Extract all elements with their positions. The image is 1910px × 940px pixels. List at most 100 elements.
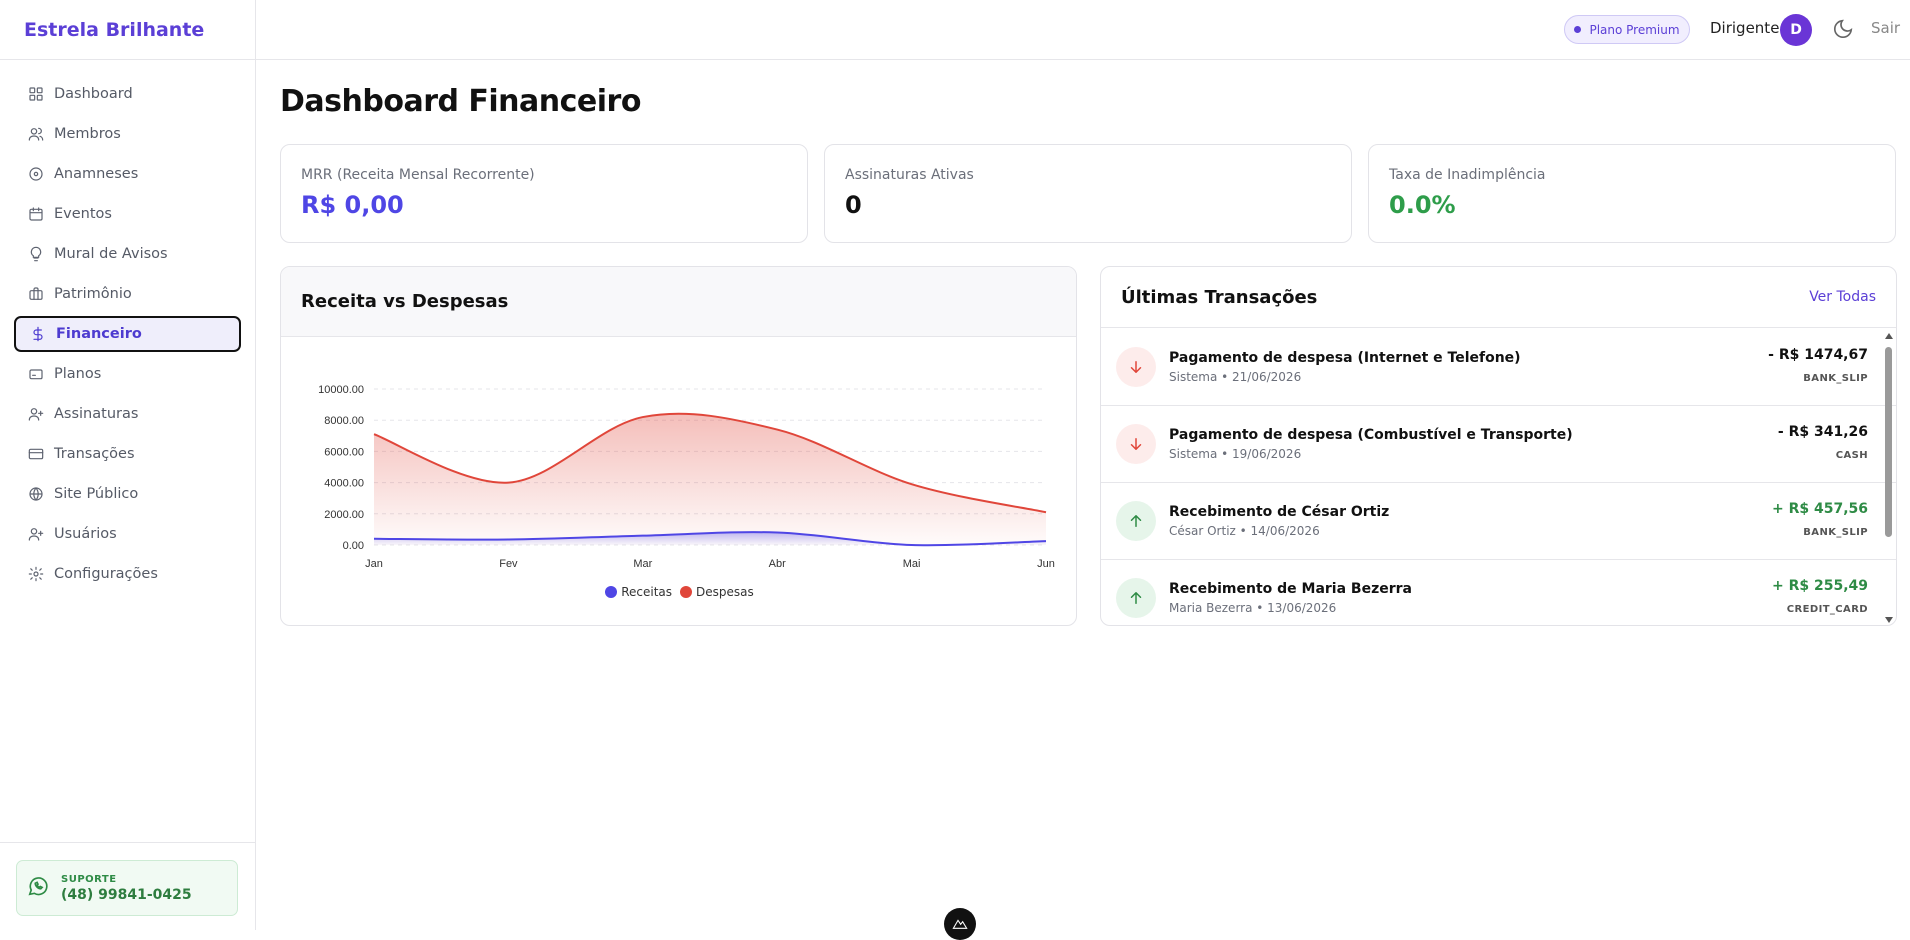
sidebar-item-financeiro[interactable]: Financeiro bbox=[14, 316, 241, 352]
lightbulb-icon bbox=[28, 246, 44, 262]
sidebar-nav: Dashboard Membros Anamneses Eventos Mura… bbox=[0, 60, 255, 592]
view-all-link[interactable]: Ver Todas bbox=[1809, 289, 1876, 305]
theme-toggle-button[interactable] bbox=[1832, 18, 1856, 42]
credit-card-icon bbox=[28, 446, 44, 462]
legend-swatch bbox=[605, 586, 618, 598]
dollar-icon bbox=[30, 326, 46, 342]
transaction-amount: - R$ 1474,67 bbox=[1768, 347, 1868, 363]
transaction-row[interactable]: Recebimento de César Ortiz César Ortiz • … bbox=[1101, 483, 1896, 560]
kpi-label: MRR (Receita Mensal Recorrente) bbox=[301, 167, 535, 183]
sidebar-item-eventos[interactable]: Eventos bbox=[14, 196, 241, 232]
x-tick-label: Jan bbox=[365, 558, 383, 570]
sidebar-item-patrimonio[interactable]: Patrimônio bbox=[14, 276, 241, 312]
legend-item[interactable]: Despesas bbox=[680, 585, 754, 599]
page-title: Dashboard Financeiro bbox=[280, 84, 641, 119]
scroll-thumb[interactable] bbox=[1885, 347, 1892, 537]
area-despesas bbox=[374, 413, 1046, 545]
sidebar-item-mural[interactable]: Mural de Avisos bbox=[14, 236, 241, 272]
sidebar-item-usuarios[interactable]: Usuários bbox=[14, 516, 241, 552]
chart: 10000.00 8000.00 6000.00 4000.00 2000.00 0.00… bbox=[281, 337, 1076, 625]
sidebar-item-membros[interactable]: Membros bbox=[14, 116, 241, 152]
sidebar: Estrela Brilhante Dashboard Membros Anam… bbox=[0, 0, 256, 930]
support-contact[interactable]: SUPORTE (48) 99841-0425 bbox=[16, 860, 238, 916]
arrow-down-icon bbox=[1116, 347, 1156, 387]
x-tick-label: Jun bbox=[1037, 558, 1055, 570]
sidebar-item-label: Eventos bbox=[54, 206, 112, 222]
globe-icon bbox=[28, 486, 44, 502]
mountain-icon bbox=[952, 915, 968, 934]
series-line-despesas bbox=[373, 412, 1047, 514]
legend-label: Receitas bbox=[621, 585, 673, 599]
sidebar-item-anamneses[interactable]: Anamneses bbox=[14, 156, 241, 192]
transaction-amount: - R$ 341,26 bbox=[1777, 424, 1868, 440]
chart-svg: 10000.00 8000.00 6000.00 4000.00 2000.00 0.00… bbox=[318, 384, 1055, 570]
transaction-method: BANK_SLIP bbox=[1803, 527, 1868, 538]
logout-button[interactable]: Sair bbox=[1871, 19, 1901, 37]
sidebar-item-label: Dashboard bbox=[54, 86, 133, 102]
transaction-meta: Maria Bezerra • 13/06/2026 bbox=[1169, 601, 1337, 615]
sidebar-item-label: Transações bbox=[54, 446, 135, 462]
area-receitas bbox=[374, 532, 1046, 546]
dev-tools-button[interactable] bbox=[944, 908, 976, 940]
scroll-up-icon[interactable] bbox=[1885, 333, 1893, 339]
sidebar-item-assinaturas[interactable]: Assinaturas bbox=[14, 396, 241, 432]
sidebar-item-planos[interactable]: Planos bbox=[14, 356, 241, 392]
transaction-description: Recebimento de Maria Bezerra bbox=[1169, 581, 1412, 597]
transaction-method: CREDIT_CARD bbox=[1786, 604, 1868, 615]
whatsapp-icon bbox=[27, 875, 49, 901]
scroll-down-icon[interactable] bbox=[1885, 617, 1893, 623]
sidebar-item-label: Anamneses bbox=[54, 166, 139, 182]
y-tick-label: 0.00 bbox=[343, 540, 364, 552]
topbar: Plano Premium Dirigente D Sair bbox=[256, 0, 1910, 60]
chart-legend: Receitas Despesas bbox=[281, 585, 1076, 601]
transactions-panel: Últimas Transações Ver Todas Pagamento d… bbox=[1100, 266, 1897, 626]
kpi-value: 0.0% bbox=[1389, 191, 1456, 219]
chart-panel: Receita vs Despesas 10000.00 8000.00 6000.… bbox=[280, 266, 1077, 626]
user-role: Dirigente bbox=[1710, 19, 1780, 37]
sidebar-item-transacoes[interactable]: Transações bbox=[14, 436, 241, 472]
transaction-meta: Sistema • 21/06/2026 bbox=[1169, 370, 1302, 384]
x-tick-label: Fev bbox=[499, 558, 518, 570]
sidebar-item-label: Site Público bbox=[54, 486, 139, 502]
transaction-meta: Sistema • 19/06/2026 bbox=[1169, 447, 1302, 461]
sidebar-item-configuracoes[interactable]: Configurações bbox=[14, 556, 241, 592]
sidebar-item-site-publico[interactable]: Site Público bbox=[14, 476, 241, 512]
x-tick-label: Mai bbox=[903, 558, 921, 570]
arrow-down-icon bbox=[1116, 424, 1156, 464]
legend-swatch bbox=[680, 586, 693, 598]
kpi-label: Assinaturas Ativas bbox=[845, 167, 974, 183]
sidebar-item-dashboard[interactable]: Dashboard bbox=[14, 76, 241, 112]
kpi-card-mrr: MRR (Receita Mensal Recorrente) R$ 0,00 bbox=[280, 144, 808, 243]
transaction-amount: + R$ 457,56 bbox=[1771, 501, 1868, 517]
grid-icon bbox=[28, 86, 44, 102]
y-tick-label: 8000.00 bbox=[324, 415, 364, 427]
legend-item[interactable]: Receitas bbox=[605, 585, 672, 599]
kpi-card-assinaturas: Assinaturas Ativas 0 bbox=[824, 144, 1352, 243]
transactions-header: Últimas Transações Ver Todas bbox=[1101, 267, 1896, 328]
card-icon bbox=[28, 366, 44, 382]
scrollbar[interactable] bbox=[1884, 333, 1894, 623]
user-plus-icon bbox=[28, 526, 44, 542]
transaction-row[interactable]: Pagamento de despesa (Internet e Telefon… bbox=[1101, 329, 1896, 406]
x-tick-label: Mar bbox=[633, 558, 652, 570]
app-brand[interactable]: Estrela Brilhante bbox=[0, 0, 255, 60]
transaction-description: Pagamento de despesa (Combustível e Tran… bbox=[1169, 427, 1573, 443]
y-tick-label: 10000.00 bbox=[318, 384, 364, 396]
chart-title: Receita vs Despesas bbox=[281, 267, 1076, 337]
kpi-card-inadimplencia: Taxa de Inadimplência 0.0% bbox=[1368, 144, 1896, 243]
kpi-value: R$ 0,00 bbox=[301, 191, 404, 219]
transaction-row[interactable]: Recebimento de Maria Bezerra Maria Bezerr… bbox=[1101, 560, 1896, 625]
plan-label: Plano Premium bbox=[1589, 22, 1680, 37]
sidebar-item-label: Configurações bbox=[54, 566, 158, 582]
arrow-up-icon bbox=[1116, 578, 1156, 618]
sidebar-item-label: Patrimônio bbox=[54, 286, 132, 302]
kpi-label: Taxa de Inadimplência bbox=[1389, 167, 1546, 183]
x-tick-label: Abr bbox=[769, 558, 786, 570]
sidebar-item-label: Assinaturas bbox=[54, 406, 139, 422]
y-tick-label: 2000.00 bbox=[324, 509, 364, 521]
support-label: SUPORTE bbox=[61, 873, 117, 885]
avatar[interactable]: D bbox=[1780, 14, 1812, 46]
moon-icon bbox=[1832, 19, 1854, 44]
transaction-row[interactable]: Pagamento de despesa (Combustível e Tran… bbox=[1101, 406, 1896, 483]
sidebar-item-label: Planos bbox=[54, 366, 102, 382]
